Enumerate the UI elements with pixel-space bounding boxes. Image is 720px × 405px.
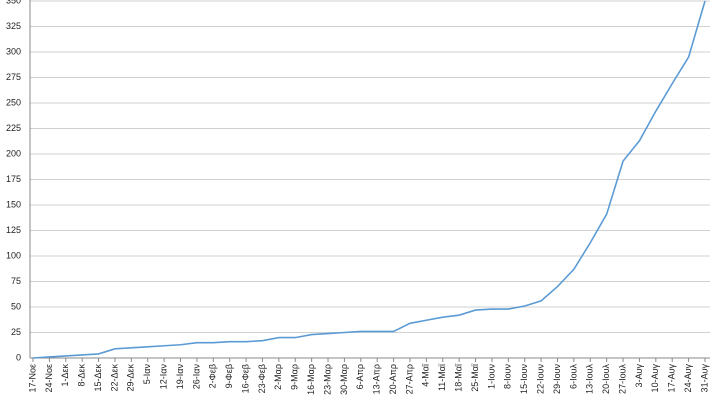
- x-tick-label: 9-Μαρ: [290, 364, 300, 390]
- x-tick-label: 23-Φεβ: [257, 364, 267, 393]
- y-tick-label: 275: [6, 72, 21, 82]
- y-tick-label: 25: [11, 327, 21, 337]
- y-tick-label: 225: [6, 123, 21, 133]
- y-tick-label: 100: [6, 250, 21, 260]
- x-tick-label: 11-Μαϊ: [437, 363, 447, 391]
- x-tick-label: 1-Ιουν: [486, 364, 496, 389]
- x-tick-label: 15-Δεκ: [93, 364, 103, 392]
- x-tick-label: 17-Νοε: [27, 364, 37, 393]
- x-tick-label: 4-Μαϊ: [421, 363, 431, 387]
- y-tick-label: 200: [6, 148, 21, 158]
- y-tick-label: 175: [6, 174, 21, 184]
- x-tick-label: 29-Δεκ: [126, 364, 136, 392]
- x-tick-label: 5-Ιαν: [142, 364, 152, 385]
- x-tick-label: 12-Ιαν: [158, 364, 168, 390]
- x-tick-label: 27-Απρ: [404, 364, 414, 394]
- x-tick-label: 19-Ιαν: [175, 364, 185, 390]
- y-tick-label: 350: [6, 0, 21, 5]
- x-tick-label: 24-Αυγ: [683, 364, 693, 393]
- y-tick-label: 75: [11, 276, 21, 286]
- y-tick-label: 325: [6, 21, 21, 31]
- x-tick-label: 22-Δεκ: [109, 364, 119, 392]
- x-tick-label: 2-Φεβ: [208, 364, 218, 388]
- y-tick-label: 0: [16, 352, 21, 362]
- x-tick-label: 30-Μαρ: [339, 364, 349, 395]
- y-tick-label: 50: [11, 301, 21, 311]
- x-tick-label: 8-Δεκ: [77, 364, 87, 387]
- y-tick-label: 300: [6, 46, 21, 56]
- x-tick-label: 13-Ιουλ: [585, 364, 595, 394]
- x-tick-label: 31-Αυγ: [699, 364, 709, 393]
- x-tick-label: 23-Μαρ: [322, 364, 332, 395]
- x-tick-label: 25-Μαϊ: [470, 363, 480, 392]
- x-tick-label: 8-Ιουν: [503, 364, 513, 389]
- x-tick-label: 9-Φεβ: [224, 364, 234, 388]
- x-tick-label: 24-Νοε: [44, 364, 54, 393]
- x-tick-label: 6-Απρ: [355, 364, 365, 389]
- x-tick-label: 20-Απρ: [388, 364, 398, 394]
- x-tick-label: 13-Απρ: [372, 364, 382, 394]
- y-tick-label: 250: [6, 97, 21, 107]
- x-tick-label: 3-Αυγ: [634, 364, 644, 388]
- y-tick-label: 125: [6, 225, 21, 235]
- x-tick-label: 1-Δεκ: [60, 364, 70, 387]
- x-tick-label: 16-Φεβ: [240, 364, 250, 393]
- x-tick-label: 6-Ιουλ: [568, 364, 578, 389]
- x-tick-label: 22-Ιουν: [535, 364, 545, 394]
- data-line: [32, 0, 706, 359]
- x-tick-label: 2-Μαρ: [273, 364, 283, 390]
- x-tick-label: 20-Ιουλ: [601, 364, 611, 394]
- x-tick-label: 26-Ιαν: [191, 364, 201, 390]
- x-tick-label: 27-Ιουλ: [617, 364, 627, 394]
- x-tick-label: 29-Ιουν: [552, 364, 562, 394]
- y-tick-label: 150: [6, 199, 21, 209]
- x-tick-label: 16-Μαρ: [306, 364, 316, 395]
- x-tick-label: 18-Μαϊ: [454, 363, 464, 392]
- x-tick-label: 10-Αυγ: [650, 364, 660, 393]
- x-tick-label: 15-Ιουν: [519, 364, 529, 394]
- x-tick-label: 17-Αυγ: [667, 364, 677, 393]
